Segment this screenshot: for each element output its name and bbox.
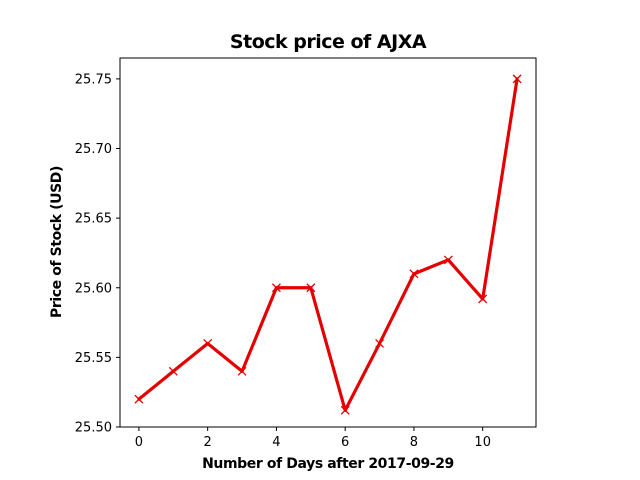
series-layer — [134, 74, 522, 415]
data-point — [306, 283, 316, 293]
y-tick-label: 25.55 — [75, 351, 112, 366]
x-axis-label: Number of Days after 2017-09-29 — [202, 456, 454, 472]
y-axis-label: Price of Stock (USD) — [49, 166, 65, 318]
x-tick-label: 6 — [341, 435, 349, 450]
data-point — [443, 255, 453, 265]
x-tick-label: 8 — [410, 435, 418, 450]
y-tick-label: 25.50 — [75, 421, 112, 436]
data-point — [375, 338, 385, 348]
plot-frame — [119, 57, 537, 428]
x-tick-label: 0 — [135, 435, 143, 450]
data-point — [134, 394, 144, 404]
data-point — [237, 366, 247, 376]
y-axis: 25.50 25.55 25.60 25.65 25.70 25.75 — [75, 72, 120, 436]
y-tick-label: 25.65 — [75, 212, 112, 227]
series-line — [137, 77, 519, 412]
chart-title: Stock price of AJXA — [230, 31, 427, 53]
y-tick-label: 25.70 — [75, 142, 112, 157]
y-tick-label: 25.60 — [75, 281, 112, 296]
data-point — [271, 283, 281, 293]
x-tick-label: 4 — [272, 435, 280, 450]
y-tick-label: 25.75 — [75, 72, 112, 87]
data-point — [512, 74, 522, 84]
x-tick-label: 10 — [474, 435, 491, 450]
x-axis: 0 2 4 6 8 10 — [135, 427, 491, 450]
data-point — [478, 294, 488, 304]
data-point — [340, 405, 350, 415]
data-point — [203, 338, 213, 348]
x-tick-label: 2 — [204, 435, 212, 450]
data-point — [168, 366, 178, 376]
data-point — [409, 269, 419, 279]
